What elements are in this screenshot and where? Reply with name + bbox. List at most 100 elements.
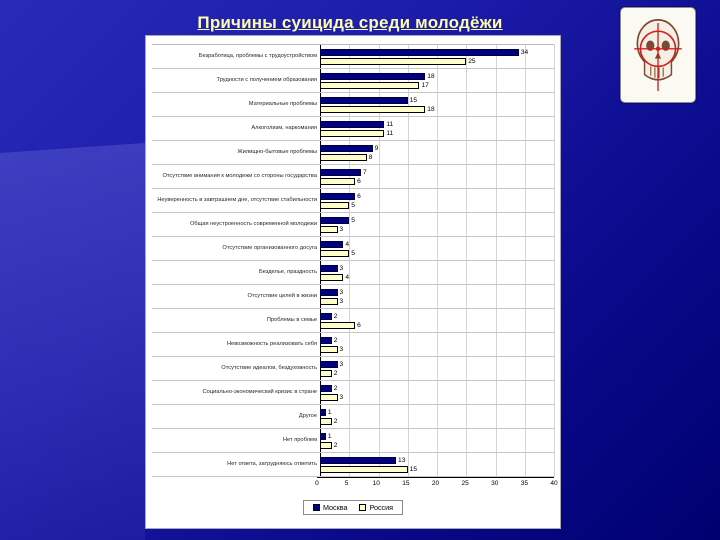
bar-moscow [320,72,426,80]
value-label: 1 [327,432,332,440]
bar-line: 5 [320,201,554,209]
category-label: Общая неустроенность современной молодеж… [189,221,317,228]
value-label: 11 [386,120,394,128]
category-label: Отсутствие внимания к молодежи со сторон… [162,173,317,180]
chart-row: Невозможность реализовать себя 2 3 [152,333,554,357]
value-label: 3 [339,288,344,296]
bar-moscow [320,240,344,248]
bar-group: 11 11 [320,120,554,137]
x-tick-label: 20 [431,480,440,487]
value-label: 8 [368,153,373,161]
bar-moscow [320,48,519,56]
value-label: 3 [339,360,344,368]
value-label: 2 [333,441,338,449]
bar-group: 34 25 [320,48,554,65]
value-label: 2 [333,417,338,425]
x-axis: 0 5 10 15 20 25 30 35 40 [152,477,558,490]
value-label: 2 [333,312,338,320]
chart-rows: Безработица, проблемы с трудоустройством… [152,44,554,477]
bar-line: 1 [320,432,554,440]
value-label: 6 [357,192,361,200]
legend-swatch [359,504,367,511]
x-tick-label: 0 [315,480,319,487]
legend-label: Москва [322,503,348,512]
bar-line: 11 [320,120,554,128]
bar-russia [320,441,332,449]
chart-row: Отсутствие внимания к молодежи со сторон… [152,165,554,189]
value-label: 1 [327,408,332,416]
chart-row: Другое 1 2 [152,405,554,429]
category-label: Нет проблем [282,437,317,444]
bar-moscow [320,360,338,368]
value-label: 15 [409,465,418,473]
category-label: Материальные проблемы [248,101,317,108]
bar-line: 2 [320,384,554,392]
bar-russia [320,369,332,377]
value-label: 17 [421,81,429,89]
chart-row: Неуверенность в завтрашнем дне, отсутств… [152,189,554,213]
chart-row: Общая неустроенность современной молодеж… [152,213,554,237]
value-label: 2 [333,369,338,377]
chart-row: Нет проблем 1 2 [152,429,554,453]
chart-row: Проблемы в семье 2 6 [152,309,554,333]
chart-row: Материальные проблемы 15 18 [152,93,554,117]
x-tick-label: 25 [461,480,469,487]
bar-russia [320,105,426,113]
bar-line: 25 [320,57,554,65]
legend-item-russia: Россия [359,503,393,512]
bar-line: 5 [320,216,554,224]
bar-line: 2 [320,312,554,320]
bar-russia [320,153,367,161]
category-label: Отсутствие организованного досуга [222,245,317,252]
value-label: 34 [520,48,529,56]
chart-row: Безделье, праздность 3 4 [152,261,554,285]
bar-russia [320,57,467,65]
bar-line: 34 [320,48,554,56]
bar-line: 3 [320,393,554,401]
bar-group: 18 17 [320,72,554,89]
bar-moscow [320,408,326,416]
background-accent-band [0,143,145,540]
bar-line: 8 [320,153,554,161]
bar-moscow [320,336,332,344]
chart-row: Нет ответа, затрудняюсь ответить 13 15 [152,453,554,477]
bar-line: 3 [320,264,554,272]
x-tick-label: 10 [372,480,380,487]
chart-row: Безработица, проблемы с трудоустройством… [152,45,554,69]
plot-area: Безработица, проблемы с трудоустройством… [152,44,555,477]
category-label: Безделье, праздность [258,269,317,276]
value-label: 11 [386,129,394,137]
legend-label: Россия [369,503,394,512]
value-label: 4 [345,240,350,248]
bar-moscow [320,96,408,104]
bar-moscow [320,312,332,320]
chart-row: Отсутствие идеалов, бездуховность 3 2 [152,357,554,381]
value-label: 25 [468,57,476,65]
bar-russia [320,129,385,137]
value-label: 5 [351,216,355,224]
bar-line: 2 [320,369,554,377]
value-label: 3 [339,225,344,233]
value-label: 3 [339,393,344,401]
value-label: 6 [357,321,361,329]
bar-line: 2 [320,417,554,425]
bar-line: 13 [320,456,554,464]
bar-line: 3 [320,225,554,233]
bar-line: 17 [320,81,554,89]
value-label: 9 [374,144,379,152]
chart-row: Отсутствие организованного досуга 4 5 [152,237,554,261]
bar-moscow [320,456,397,464]
skull-target-image [620,7,696,103]
category-label: Жилищно-бытовые проблемы [237,149,317,156]
value-label: 15 [409,96,418,104]
